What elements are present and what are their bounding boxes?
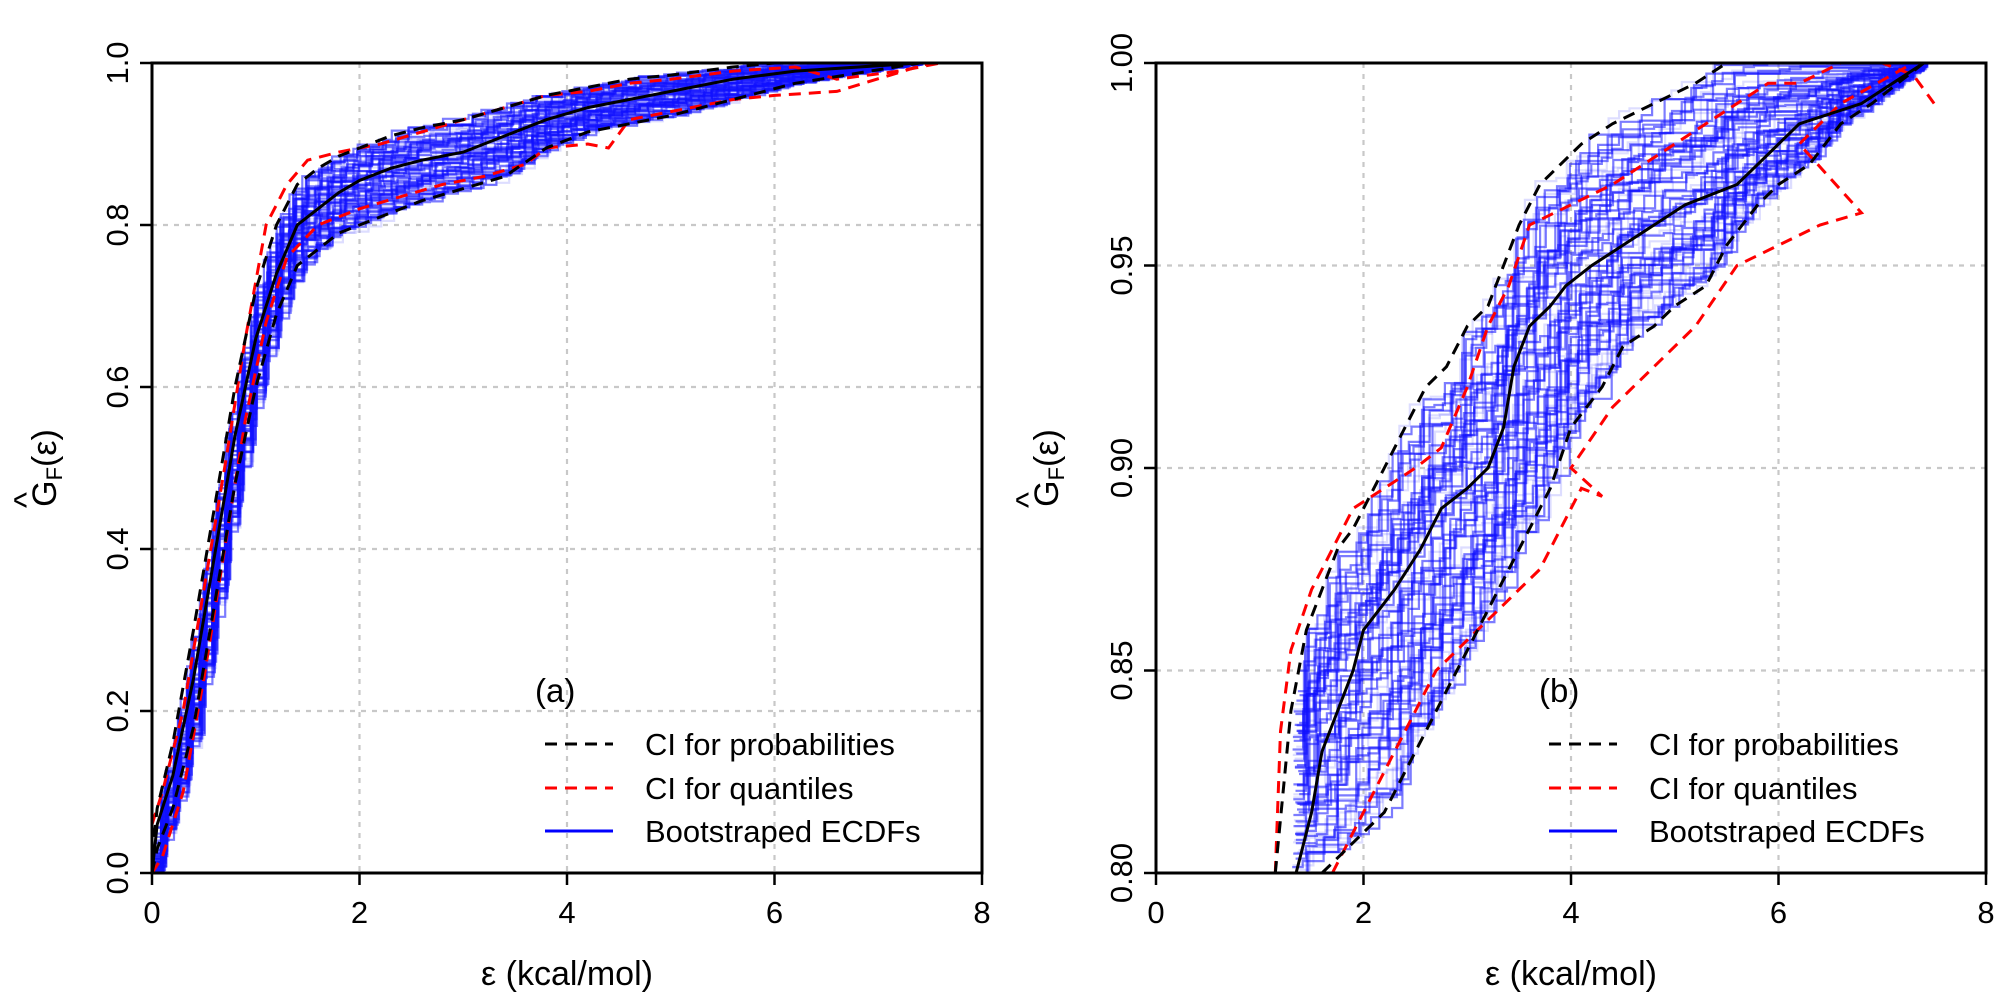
- panel-b-xtick-label-1: 2: [1355, 895, 1372, 930]
- panel-b-y-axis-label-text: GF(ε): [1028, 429, 1069, 507]
- panel-b-xtick-label-2: 4: [1562, 895, 1579, 930]
- panel-b-bootstrap-ecdf-10: [1292, 63, 1922, 711]
- panel-a-legend-quant: CI for quantiles: [645, 771, 854, 806]
- panel-b-y-axis-label: GF(ε) ^: [1010, 429, 1069, 508]
- panel-b-bootstrap-ecdf-12: [1294, 63, 1924, 760]
- panel-b-xtick-label-3: 6: [1770, 895, 1787, 930]
- panel-a-bootstrap-ecdf-64: [152, 63, 920, 873]
- panel-a-xtick-label-0: 0: [143, 895, 160, 930]
- panel-a-xtick-label-4: 8: [973, 895, 990, 930]
- panel-a-xtick-label-2: 4: [558, 895, 575, 930]
- panel-b: 0 2 4 6 8 0.80 0.85 0.90 0.95 1.00 ε (kcal/mol) G…: [1010, 33, 1995, 993]
- panel-b-series-lines: [1273, 63, 1936, 873]
- panel-b-ytick-label-4: 1.00: [1104, 33, 1139, 93]
- panel-a-ytick-label-3: 0.6: [100, 365, 135, 408]
- panel-a-xtick-label-1: 2: [351, 895, 368, 930]
- panel-a-ytick-label-5: 1.0: [100, 41, 135, 84]
- panel-a-xtick-label-3: 6: [766, 895, 783, 930]
- panel-b-bootstrap-ecdf-14: [1294, 63, 1923, 706]
- panel-a-bootstrap-ecdf-69: [152, 63, 919, 863]
- panel-b-series-2: [1320, 63, 1925, 873]
- panel-a-series-2: [152, 63, 921, 873]
- panel-b-bootstrap-ecdf-66: [1296, 63, 1926, 755]
- panel-a-legend-boot: Bootstraped ECDFs: [645, 814, 921, 849]
- panel-a-bootstrap-ecdf-53: [155, 63, 925, 842]
- panel-b-bootstrap-ecdf-69: [1297, 63, 1927, 693]
- panel-a-series-lines: [152, 63, 941, 873]
- panel-a-y-axis-hat: ^: [8, 492, 46, 508]
- panel-b-legend-quant: CI for quantiles: [1649, 771, 1858, 806]
- panel-a-bootstrap-ecdf-35: [155, 63, 924, 835]
- panel-b-bootstrap-ecdf-65: [1299, 63, 1929, 806]
- panel-b-bootstrap-ecdf-63: [1293, 64, 1923, 801]
- panel-b-axis-ticks: 0 2 4 6 8 0.80 0.85 0.90 0.95 1.00: [1104, 33, 1995, 930]
- panel-a-series-0: [152, 63, 920, 873]
- panel-b-xtick-label-4: 8: [1977, 895, 1994, 930]
- panel-b-series-3: [1273, 63, 1936, 873]
- panel-b-bootstrap-ecdf-27: [1299, 63, 1929, 697]
- panel-a-bootstrap-ecdf-48: [154, 63, 923, 845]
- panel-a-bootstrap-ecdf-54: [155, 63, 925, 829]
- panel-a-ytick-label-4: 0.8: [100, 203, 135, 246]
- panel-a-ytick-label-1: 0.2: [100, 689, 135, 732]
- panel-b-bootstrap-ecdf-68: [1297, 63, 1926, 786]
- panel-a-label: (a): [535, 672, 575, 709]
- panel-b-bootstrap-ecdf-58: [1293, 63, 1923, 713]
- panel-b-ytick-label-0: 0.80: [1104, 843, 1139, 903]
- panel-b-legend: CI for probabilities CI for quantiles Bo…: [1549, 727, 1925, 849]
- panel-b-x-axis-label: ε (kcal/mol): [1485, 955, 1657, 993]
- panel-b-bootstrap-ecdf-53: [1293, 64, 1923, 817]
- panel-b-ytick-label-2: 0.90: [1104, 438, 1139, 498]
- panel-a-bootstrap-ecdf-58: [154, 63, 924, 839]
- panel-a-bootstrap-ecdf-65: [153, 63, 923, 855]
- panel-b-label: (b): [1539, 672, 1579, 709]
- panel-b-bootstrap-ecdf-55: [1293, 64, 1923, 828]
- panel-b-ytick-label-3: 0.95: [1104, 235, 1139, 295]
- panel-a-y-axis-label: GF(ε) ^: [8, 429, 67, 508]
- panel-a-ytick-label-0: 0.0: [100, 851, 135, 894]
- panel-b-legend-prob: CI for probabilities: [1649, 727, 1899, 762]
- panel-b-ytick-label-1: 0.85: [1104, 640, 1139, 700]
- panel-a-x-axis-label: ε (kcal/mol): [481, 955, 653, 993]
- panel-a-legend-prob: CI for probabilities: [645, 727, 895, 762]
- panel-a-axis-ticks: 0 2 4 6 8 0.0 0.2 0.4 0.6 0.8 1.0: [100, 41, 991, 930]
- panel-a: 0 2 4 6 8 0.0 0.2 0.4 0.6 0.8 1.0 ε (kcal/mol) GF(…: [8, 41, 991, 993]
- panel-b-bootstrap-ecdf-19: [1296, 63, 1926, 748]
- panel-b-bootstrap-ecdf-67: [1299, 63, 1929, 724]
- panel-a-ytick-label-2: 0.4: [100, 527, 135, 570]
- panel-b-xtick-label-0: 0: [1147, 895, 1164, 930]
- panel-b-series-1: [1273, 63, 1903, 873]
- panel-b-series-4: [1331, 63, 1915, 873]
- panel-a-legend: CI for probabilities CI for quantiles Bo…: [545, 727, 921, 849]
- panel-a-series-3: [152, 63, 941, 825]
- panel-b-legend-boot: Bootstraped ECDFs: [1649, 814, 1925, 849]
- panel-b-bootstrap-ecdf-51: [1294, 63, 1924, 727]
- panel-a-y-axis-label-text: GF(ε): [26, 429, 67, 507]
- panel-a-bootstrap-ecdf-37: [155, 63, 923, 830]
- panel-b-bootstrap-ecdf-60: [1294, 63, 1924, 769]
- panel-b-series-0: [1294, 63, 1925, 873]
- panel-b-y-axis-hat: ^: [1010, 492, 1048, 508]
- panel-a-series-1: [152, 63, 899, 857]
